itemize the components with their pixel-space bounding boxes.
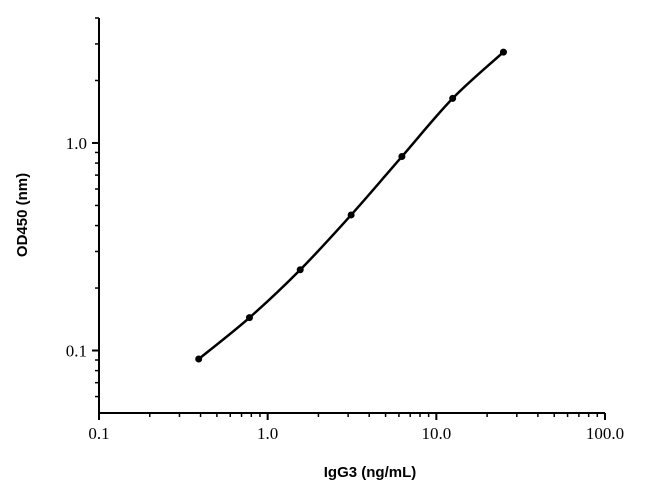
point	[245, 314, 253, 322]
x-tick-label: 0.1	[88, 424, 109, 443]
point	[296, 266, 304, 274]
x-tick-label: 10.0	[421, 424, 451, 443]
point	[398, 153, 406, 161]
x-tick-label: 1.0	[257, 424, 278, 443]
y-tick-label: 1.0	[66, 134, 87, 153]
point	[347, 211, 355, 219]
point	[499, 48, 507, 56]
y-axis-label: OD450 (nm)	[14, 173, 31, 257]
point	[195, 355, 203, 363]
x-tick-label: 100.0	[586, 424, 624, 443]
x-axis-label: IgG3 (ng/mL)	[324, 464, 417, 481]
curve	[197, 51, 505, 360]
point	[449, 94, 457, 102]
y-tick-label: 0.1	[66, 342, 87, 361]
